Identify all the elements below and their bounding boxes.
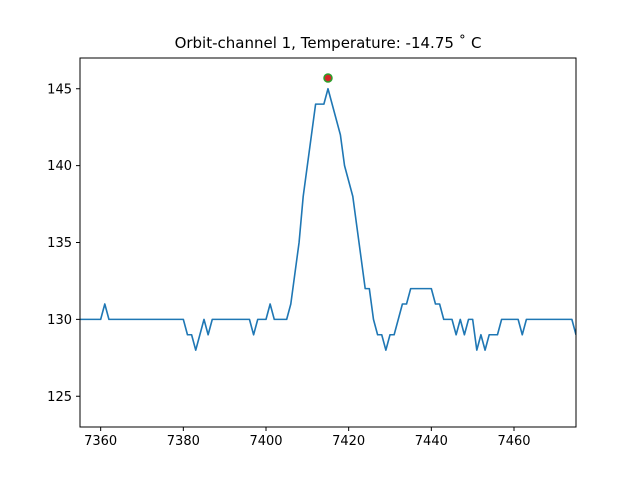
y-tick-label: 125 (47, 390, 72, 405)
x-tick-label: 7460 (497, 434, 530, 449)
highlight-point (323, 73, 333, 83)
y-tick-label: 140 (47, 159, 72, 174)
x-tick-label: 7380 (167, 434, 200, 449)
series-line-0 (80, 87, 576, 351)
plot-frame (79, 57, 577, 428)
x-tick-label: 7440 (415, 434, 448, 449)
y-tick-label: 130 (47, 313, 72, 328)
x-tick-label: 7400 (249, 434, 282, 449)
x-tick-label: 7420 (332, 434, 365, 449)
x-tick-label: 7360 (84, 434, 117, 449)
y-tick-label: 145 (47, 82, 72, 97)
y-tick-label: 135 (47, 236, 72, 251)
chart-title: Orbit-channel 1, Temperature: -14.75 ˚ C (175, 34, 482, 52)
